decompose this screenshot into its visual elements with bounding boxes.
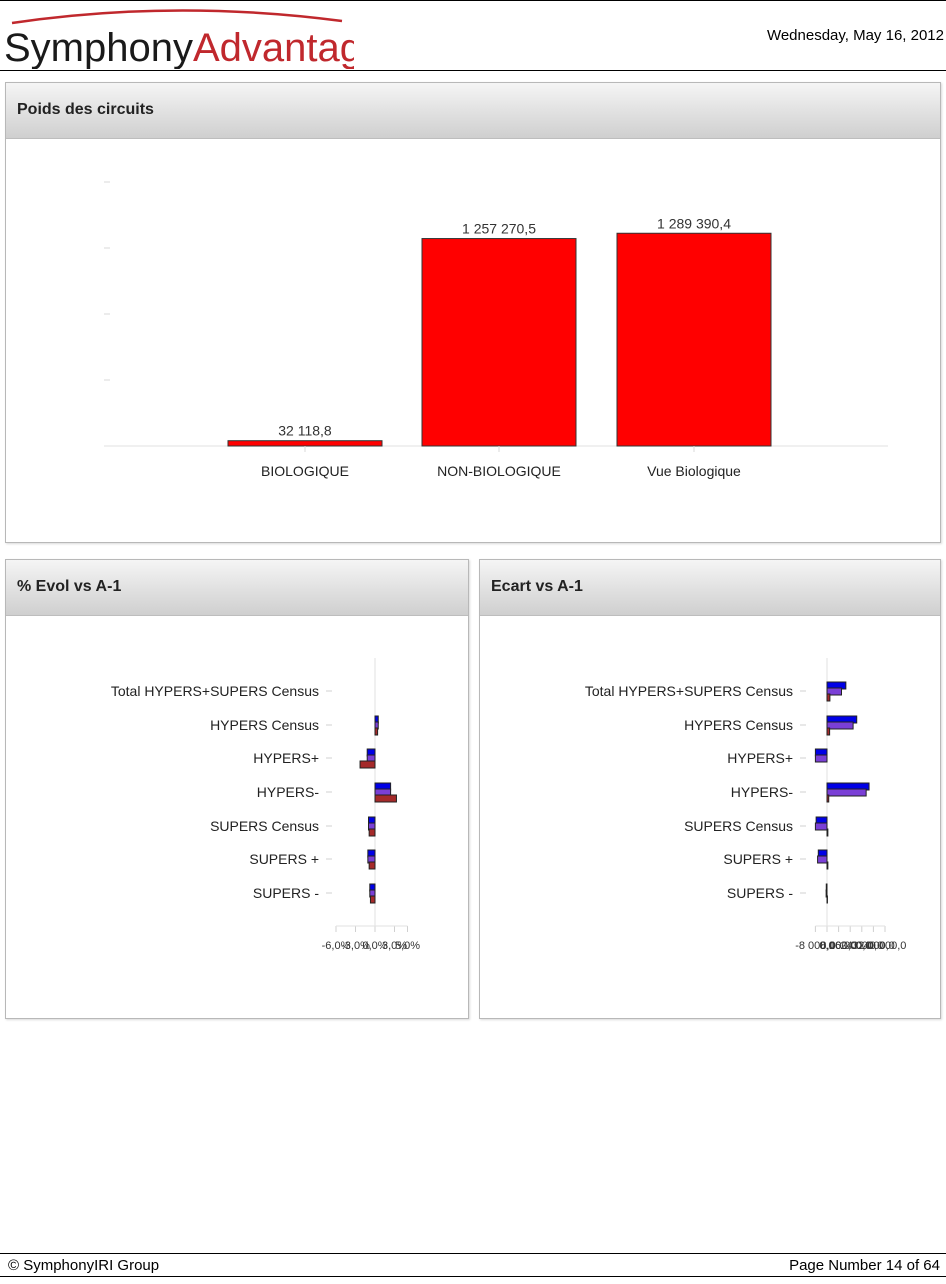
- x-tick-label: 0,0%: [362, 940, 387, 952]
- category-label: SUPERS -: [727, 885, 793, 901]
- bar: [826, 727, 831, 736]
- brand-part2: Advantage: [193, 26, 354, 69]
- bar: [826, 788, 867, 797]
- bar: [421, 238, 577, 447]
- category-label: HYPERS+: [727, 750, 793, 766]
- brand-part1: Symphony: [4, 26, 193, 69]
- category-label: Total HYPERS+SUPERS Census: [585, 683, 793, 699]
- bar: [826, 687, 842, 696]
- bar: [374, 727, 379, 736]
- category-label: HYPERS-: [731, 784, 794, 800]
- panel-ecart-vs-a1: Ecart vs A-1 Total HYPERS+SUPERS Census H…: [479, 559, 941, 1019]
- bar: [616, 232, 772, 447]
- x-tick-label: -6,0%: [322, 940, 351, 952]
- x-tick-label: 40 000,0: [864, 940, 907, 952]
- panel-header: Poids des circuits: [6, 83, 940, 139]
- category-label: SUPERS +: [723, 851, 793, 867]
- category-label: HYPERS Census: [210, 717, 319, 733]
- bar: [826, 693, 831, 702]
- category-label: BIOLOGIQUE: [261, 463, 349, 479]
- x-tick-label: 16 000,0: [829, 940, 872, 952]
- panel-header: Ecart vs A-1: [480, 560, 940, 616]
- bar: [368, 861, 376, 870]
- bar: [368, 828, 376, 837]
- data-label: 32 118,8: [278, 423, 332, 439]
- symphony-advantage-logo: SymphonyAdvantage: [4, 9, 354, 69]
- x-tick-label: 5,0%: [395, 940, 420, 952]
- bar: [369, 895, 376, 904]
- bar: [826, 861, 829, 870]
- panel-evol-vs-a1: % Evol vs A-1 Total HYPERS+SUPERS Census…: [5, 559, 469, 1019]
- category-label: HYPERS Census: [684, 717, 793, 733]
- x-tick-label: -3,0%: [341, 940, 370, 952]
- category-label: SUPERS -: [253, 885, 319, 901]
- bar: [817, 855, 828, 864]
- data-label: 1 289 390,4: [657, 215, 731, 231]
- category-label: SUPERS Census: [684, 818, 793, 834]
- panel-header: % Evol vs A-1: [6, 560, 468, 616]
- x-tick-label: 0,0: [819, 940, 834, 952]
- panel-title: Ecart vs A-1: [491, 578, 583, 595]
- panel-poids-des-circuits: Poids des circuits 32 118,8 BIOLOGIQUE 1 2…: [5, 82, 941, 543]
- bar: [826, 828, 829, 837]
- report-header: SymphonyAdvantage Wednesday, May 16, 201…: [0, 0, 946, 71]
- bar: [814, 754, 828, 763]
- panel-title: Poids des circuits: [17, 101, 154, 118]
- bar: [814, 822, 828, 831]
- bar: [826, 794, 830, 803]
- svg-text:SymphonyAdvantage: SymphonyAdvantage: [4, 26, 354, 69]
- data-label: 1 257 270,5: [462, 221, 536, 237]
- category-label: Total HYPERS+SUPERS Census: [111, 683, 319, 699]
- category-label: HYPERS+: [253, 750, 319, 766]
- panel-title: % Evol vs A-1: [17, 578, 122, 595]
- category-label: SUPERS Census: [210, 818, 319, 834]
- bar: [359, 760, 376, 769]
- category-label: SUPERS +: [249, 851, 319, 867]
- report-date: Wednesday, May 16, 2012: [766, 27, 944, 44]
- x-tick-label: 3,0%: [382, 940, 407, 952]
- footer-page-number: Page Number 14 of 64: [789, 1257, 940, 1274]
- x-tick-label: 32 000,0: [852, 940, 895, 952]
- bar: [374, 794, 397, 803]
- x-tick-label: 8 000,0: [820, 940, 857, 952]
- category-label: Vue Biologique: [647, 463, 741, 479]
- bar: [826, 721, 854, 730]
- hbar-chart-evol: Total HYPERS+SUPERS Census HYPERS Census H…: [111, 658, 420, 952]
- x-tick-label: -8 000,0: [795, 940, 835, 952]
- bar-chart-poids: 32 118,8 BIOLOGIQUE 1 257 270,5 NON-BIOLOGI…: [104, 181, 888, 479]
- bar: [227, 440, 383, 447]
- hbar-chart-ecart: Total HYPERS+SUPERS Census HYPERS Census H…: [585, 658, 907, 952]
- footer-copyright: © SymphonyIRI Group: [8, 1257, 160, 1274]
- category-label: HYPERS-: [257, 784, 320, 800]
- category-label: NON-BIOLOGIQUE: [437, 463, 561, 479]
- x-tick-label: 24 000,0: [840, 940, 883, 952]
- report-footer: © SymphonyIRI Group Page Number 14 of 64: [0, 1253, 946, 1277]
